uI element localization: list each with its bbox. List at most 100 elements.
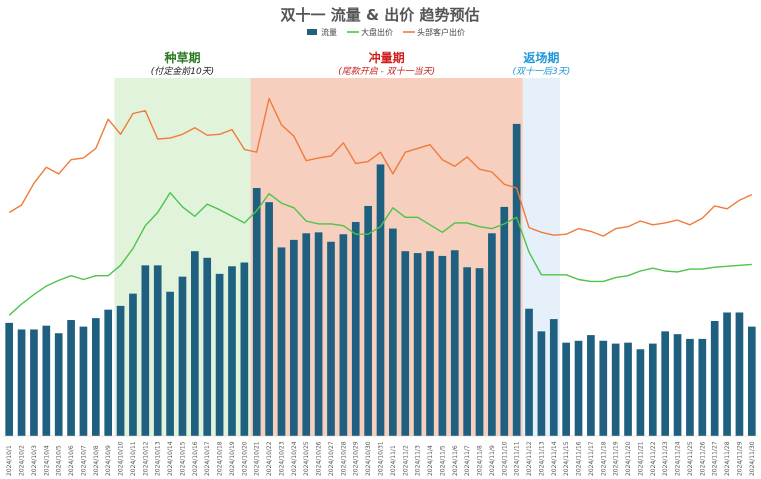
x-tick-23: 2024/10/24 [291, 441, 298, 476]
traffic-bar-29 [364, 205, 372, 436]
x-tick-56: 2024/11/26 [699, 441, 706, 476]
x-tick-3: 2024/10/4 [43, 445, 50, 476]
x-tick-43: 2024/11/13 [538, 441, 545, 476]
x-tick-39: 2024/11/9 [489, 445, 496, 476]
traffic-bar-34 [426, 251, 434, 436]
x-tick-53: 2024/11/23 [662, 441, 669, 476]
x-tick-37: 2024/11/7 [464, 445, 471, 476]
x-tick-38: 2024/11/8 [477, 445, 484, 476]
traffic-bar-37 [463, 267, 471, 436]
traffic-bar-55 [686, 338, 694, 436]
phase-sub-2: (双十一后3天) [513, 66, 571, 77]
x-tick-48: 2024/11/18 [600, 441, 607, 476]
x-tick-13: 2024/10/14 [167, 441, 174, 476]
x-tick-9: 2024/10/10 [118, 441, 125, 476]
traffic-bar-41 [512, 123, 521, 437]
traffic-bar-1 [17, 329, 26, 436]
x-tick-40: 2024/11/10 [501, 441, 508, 476]
traffic-bar-18 [228, 266, 236, 436]
x-tick-55: 2024/11/25 [687, 441, 694, 476]
traffic-bar-3 [42, 325, 51, 436]
phase-name-2: 返场期 [523, 50, 559, 65]
x-tick-51: 2024/11/21 [637, 441, 644, 476]
x-tick-19: 2024/10/20 [241, 441, 248, 476]
legend: 流量 大盘出价 头部客户出价 [307, 27, 465, 37]
phase-labels: 种草期(付定金前10天) 冲量期(尾款开启 - 双十一当天) 返场期(双十一后3天) [151, 50, 571, 77]
traffic-bar-26 [327, 241, 335, 436]
x-tick-30: 2024/10/31 [378, 441, 385, 476]
traffic-bar-53 [661, 331, 670, 436]
x-tick-16: 2024/10/17 [204, 441, 211, 476]
x-tick-26: 2024/10/27 [328, 441, 335, 476]
bid-lines [8, 97, 753, 316]
traffic-bar-44 [549, 319, 558, 436]
x-tick-35: 2024/11/5 [439, 445, 446, 476]
phase-name-1: 冲量期 [369, 50, 405, 65]
phase-name-0: 种草期 [163, 50, 200, 65]
traffic-bar-60 [747, 326, 756, 436]
x-tick-7: 2024/10/8 [93, 445, 100, 476]
traffic-bar-20 [252, 188, 261, 436]
traffic-bar-8 [104, 309, 113, 436]
x-tick-5: 2024/10/6 [68, 445, 75, 476]
x-tick-21: 2024/10/22 [266, 441, 273, 476]
x-tick-41: 2024/11/11 [514, 441, 521, 476]
traffic-bar-39 [488, 233, 496, 436]
traffic-bar-47 [587, 335, 595, 436]
traffic-bar-58 [723, 312, 731, 436]
traffic-bar-19 [240, 262, 249, 436]
traffic-bar-0 [5, 322, 14, 436]
x-tick-58: 2024/11/28 [724, 441, 731, 476]
traffic-bar-43 [537, 331, 546, 436]
legend-label-2: 头部客户出价 [417, 27, 465, 37]
traffic-bar-6 [79, 326, 88, 436]
x-tick-46: 2024/11/16 [576, 441, 583, 476]
traffic-bar-31 [389, 228, 397, 436]
traffic-bar-35 [438, 255, 447, 436]
traffic-bar-40 [500, 206, 509, 436]
phase-sub-0: (付定金前10天) [151, 66, 214, 77]
traffic-bar-52 [648, 343, 657, 436]
traffic-bar-54 [673, 334, 682, 436]
x-tick-29: 2024/10/30 [365, 441, 372, 476]
traffic-bar-10 [129, 293, 137, 436]
traffic-bars [5, 123, 756, 437]
x-tick-25: 2024/10/26 [316, 441, 323, 476]
traffic-bar-38 [475, 268, 484, 436]
traffic-bar-24 [302, 233, 311, 436]
traffic-bar-36 [450, 250, 459, 436]
series-line-2 [8, 97, 753, 237]
traffic-bar-5 [67, 320, 75, 436]
traffic-bar-4 [54, 333, 63, 436]
traffic-bar-42 [525, 308, 533, 436]
x-tick-27: 2024/10/28 [340, 441, 347, 476]
series-line-1 [8, 191, 752, 316]
x-tick-17: 2024/10/18 [217, 441, 224, 476]
legend-label-1: 大盘出价 [361, 27, 393, 37]
x-tick-14: 2024/10/15 [179, 441, 186, 476]
traffic-bar-33 [413, 253, 422, 436]
x-tick-44: 2024/11/14 [551, 441, 558, 476]
x-tick-0: 2024/10/1 [6, 445, 13, 476]
traffic-bar-13 [166, 291, 174, 436]
x-tick-34: 2024/11/4 [427, 445, 434, 476]
traffic-bar-2 [30, 329, 38, 436]
traffic-bar-56 [698, 338, 707, 436]
phase-sub-1: (尾款开启 - 双十一当天) [338, 66, 435, 77]
x-tick-4: 2024/10/5 [56, 445, 63, 476]
x-tick-11: 2024/10/12 [142, 441, 149, 476]
x-tick-15: 2024/10/16 [192, 441, 199, 476]
traffic-bar-7 [91, 318, 100, 436]
traffic-bar-17 [215, 273, 224, 436]
traffic-bar-11 [141, 265, 150, 436]
traffic-bar-27 [339, 234, 348, 436]
x-tick-45: 2024/11/15 [563, 441, 570, 476]
traffic-bar-22 [277, 247, 286, 436]
x-tick-20: 2024/10/21 [254, 441, 261, 476]
traffic-bar-28 [351, 221, 360, 436]
x-tick-2: 2024/10/3 [31, 445, 38, 476]
traffic-bar-16 [203, 257, 212, 436]
x-tick-57: 2024/11/27 [712, 441, 719, 476]
x-axis-ticks: 2024/10/1 2024/10/2 2024/10/3 2024/10/4 2024… [6, 441, 756, 476]
